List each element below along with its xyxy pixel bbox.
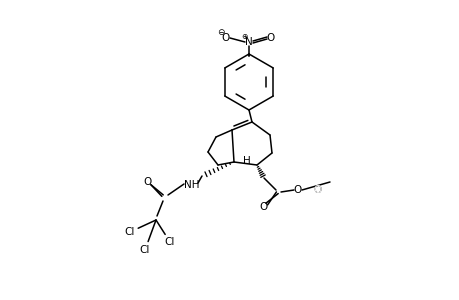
Text: H: H <box>242 156 250 166</box>
Text: O: O <box>293 185 302 195</box>
Text: NH: NH <box>184 180 199 190</box>
Text: O: O <box>313 185 321 195</box>
Text: Cl: Cl <box>140 245 150 255</box>
Text: N: N <box>245 37 252 47</box>
Text: O: O <box>221 33 230 43</box>
Text: Cl: Cl <box>164 237 175 247</box>
Text: ⊖: ⊖ <box>217 28 224 37</box>
Text: O: O <box>266 33 274 43</box>
Text: ⊕: ⊕ <box>241 32 246 40</box>
Text: O: O <box>144 177 152 187</box>
Text: O: O <box>313 185 321 195</box>
Text: O: O <box>259 202 268 212</box>
Text: Cl: Cl <box>124 227 135 237</box>
